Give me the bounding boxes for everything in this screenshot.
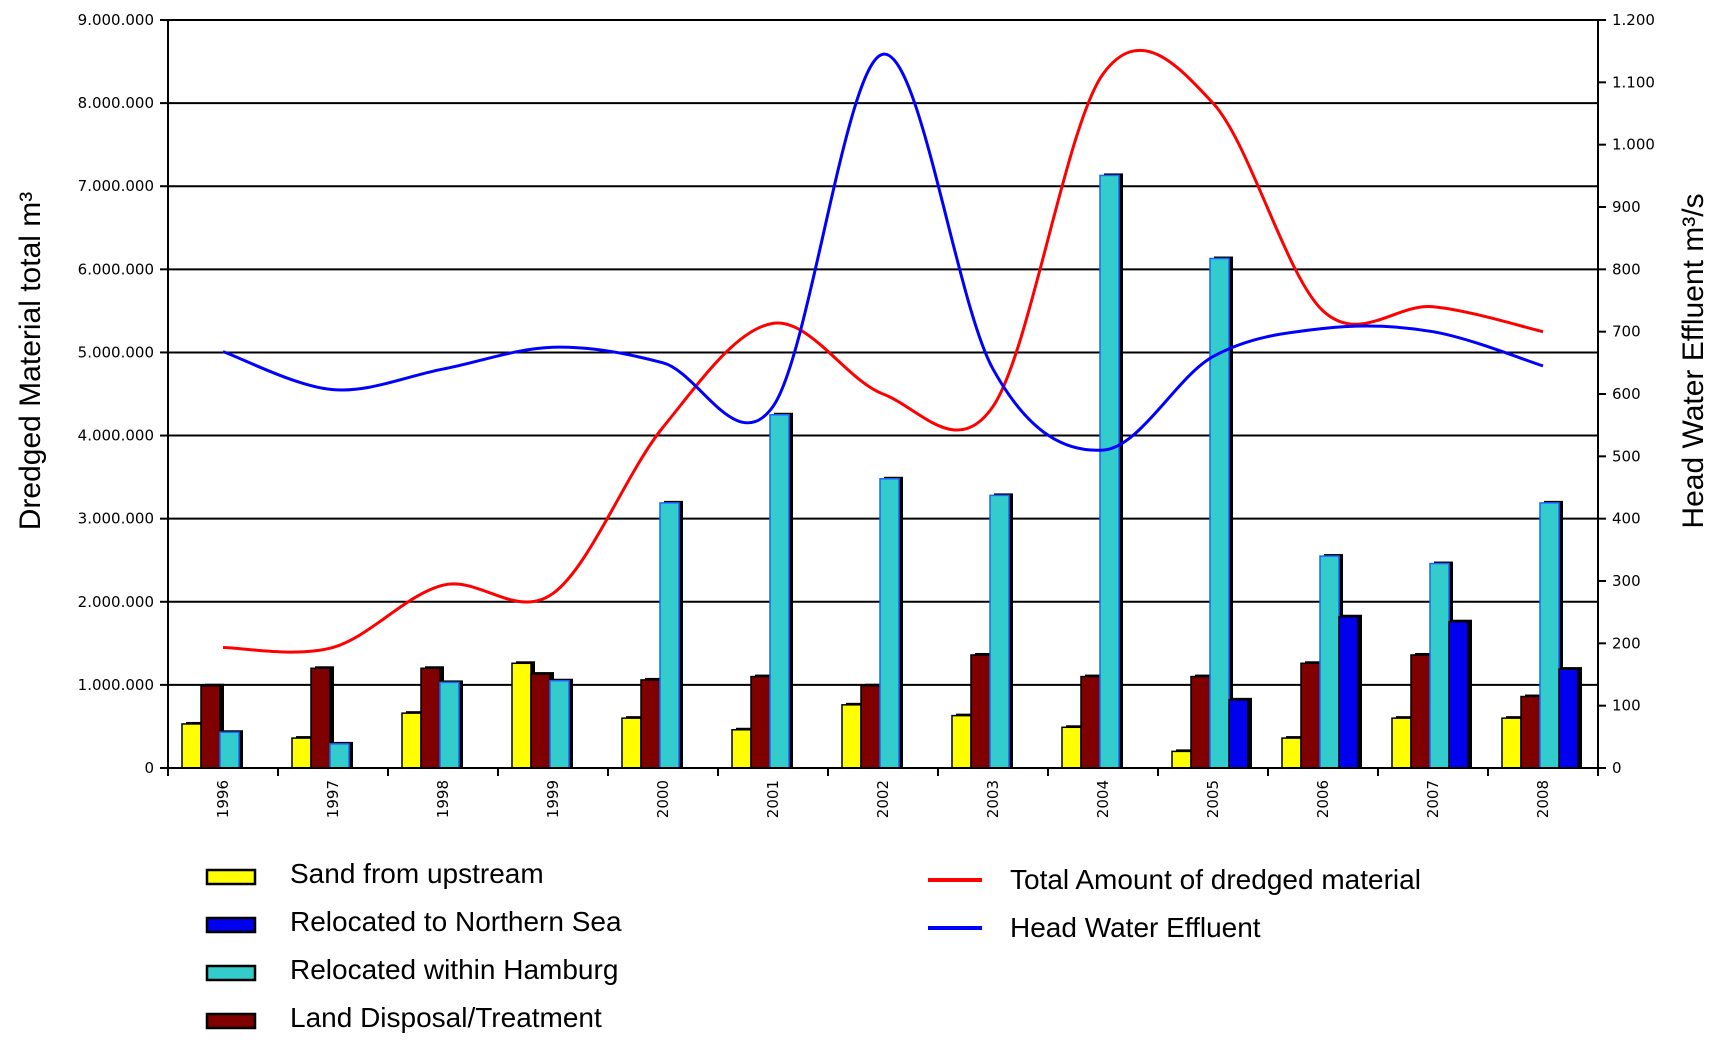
- bar: [841, 704, 862, 769]
- y-tick-label: 5.000.000: [78, 343, 154, 361]
- y2-tick-label: 600: [1612, 385, 1641, 403]
- bar: [401, 712, 422, 769]
- legend-label: Total Amount of dredged material: [1010, 864, 1421, 895]
- bar: [1338, 615, 1359, 769]
- x-tick-label: 2005: [1204, 780, 1222, 818]
- y-tick-label: 8.000.000: [78, 94, 154, 112]
- y-tick-label: 6.000.000: [78, 260, 154, 278]
- x-tick-label: 2000: [654, 780, 672, 818]
- bar: [1190, 675, 1211, 769]
- bar: [970, 654, 991, 769]
- legend-label: Relocated to Northern Sea: [290, 906, 622, 937]
- bar: [329, 743, 350, 769]
- y2-tick-label: 200: [1612, 634, 1641, 652]
- bar: [549, 679, 570, 769]
- y2-tick-label: 0: [1612, 759, 1622, 777]
- y2-tick-label: 500: [1612, 447, 1641, 465]
- y2-tick-label: 1.000: [1612, 136, 1655, 154]
- legend-swatch: [205, 964, 257, 982]
- legend: Sand from upstream Relocated to Northern …: [205, 858, 1421, 1033]
- bar: [731, 729, 752, 769]
- x-tick-label: 2004: [1094, 780, 1112, 818]
- y-tick-label: 1.000.000: [78, 676, 154, 694]
- axes-group: 0 1.000.000 2.000.000 3.000.000 4.000.000 5.0…: [78, 11, 1655, 818]
- bar: [860, 684, 881, 769]
- bar: [1558, 668, 1579, 769]
- y-tick-label: 0: [144, 759, 154, 777]
- legend-swatch: [205, 916, 257, 934]
- legend-label: Relocated within Hamburg: [290, 954, 618, 985]
- x-tick-label: 2003: [984, 780, 1002, 818]
- x-tick-label: 2006: [1314, 780, 1332, 818]
- bar: [530, 673, 551, 769]
- bar: [1539, 502, 1560, 769]
- bar: [291, 737, 312, 769]
- bar: [1228, 699, 1249, 769]
- x-tick-label: 1997: [324, 780, 342, 818]
- bar: [1319, 555, 1340, 769]
- bar: [750, 675, 771, 769]
- y2-axis-title: Head Water Effluent m³/s: [1677, 193, 1710, 528]
- bar: [879, 478, 900, 769]
- bar: [1429, 562, 1450, 769]
- y-tick-label: 2.000.000: [78, 593, 154, 611]
- bar: [1448, 620, 1469, 769]
- legend-swatch: [205, 1012, 257, 1030]
- y-axis-title: Dredged Material total m³: [14, 192, 47, 530]
- y-tick-label: 3.000.000: [78, 510, 154, 528]
- bar: [659, 502, 680, 769]
- bar: [1391, 717, 1412, 769]
- x-tick-label: 2001: [764, 780, 782, 818]
- bar: [1501, 717, 1522, 769]
- series-line: [222, 52, 1544, 452]
- x-tick-label: 2002: [874, 780, 892, 818]
- bar: [439, 681, 460, 769]
- bar: [1099, 174, 1120, 769]
- legend-label: Head Water Effluent: [1010, 912, 1261, 943]
- y2-tick-label: 800: [1612, 260, 1641, 278]
- y2-tick-label: 900: [1612, 198, 1641, 216]
- bar: [1520, 695, 1541, 769]
- legend-label: Sand from upstream: [290, 858, 544, 889]
- y-tick-label: 7.000.000: [78, 177, 154, 195]
- y2-tick-label: 700: [1612, 323, 1641, 341]
- legend-label: Land Disposal/Treatment: [290, 1002, 602, 1033]
- bar: [621, 717, 642, 769]
- bar: [1061, 726, 1082, 769]
- x-tick-label: 1998: [434, 780, 452, 818]
- bar: [769, 414, 790, 769]
- bars-group: [181, 173, 1582, 769]
- legend-swatch: [205, 868, 257, 886]
- x-tick-label: 2008: [1534, 780, 1552, 818]
- bar: [1410, 654, 1431, 769]
- bar: [511, 662, 532, 769]
- y2-tick-label: 1.100: [1612, 73, 1655, 91]
- bar: [1171, 750, 1192, 769]
- y2-tick-label: 400: [1612, 510, 1641, 528]
- y2-tick-label: 100: [1612, 697, 1641, 715]
- y-tick-label: 9.000.000: [78, 11, 154, 29]
- bar: [200, 684, 221, 769]
- x-tick-label: 1999: [544, 780, 562, 818]
- bar: [989, 494, 1010, 769]
- series-line: [222, 48, 1544, 654]
- bar: [1209, 257, 1230, 769]
- bar: [1080, 675, 1101, 769]
- bar: [951, 714, 972, 769]
- bar: [181, 723, 202, 769]
- bar: [310, 667, 331, 769]
- bar: [1300, 662, 1321, 769]
- x-tick-label: 1996: [214, 780, 232, 818]
- bar: [219, 731, 240, 769]
- x-tick-label: 2007: [1424, 780, 1442, 818]
- lines-group: [222, 48, 1544, 654]
- y-tick-label: 4.000.000: [78, 427, 154, 445]
- y2-tick-label: 1.200: [1612, 11, 1655, 29]
- y2-tick-label: 300: [1612, 572, 1641, 590]
- bar: [1281, 737, 1302, 769]
- bar: [640, 679, 661, 769]
- bar: [420, 667, 441, 769]
